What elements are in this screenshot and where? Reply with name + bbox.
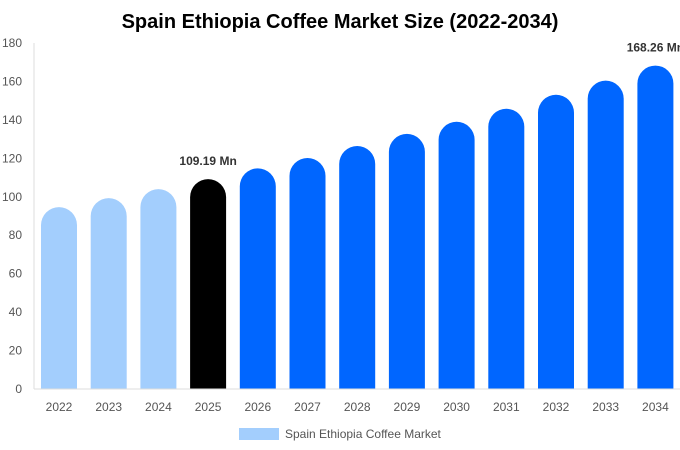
- x-tick-label: 2030: [443, 400, 470, 414]
- bar-2023: [90, 198, 127, 389]
- y-tick-label: 20: [9, 344, 23, 358]
- bar-2026: [239, 168, 276, 389]
- bar-2030: [438, 121, 475, 390]
- y-tick-label: 180: [2, 36, 22, 50]
- bar-2025: [190, 179, 227, 389]
- data-label: 109.19 Mn: [179, 154, 236, 168]
- y-tick-label: 160: [2, 74, 22, 88]
- data-labels: 109.19 Mn 168.26 Mn: [179, 41, 680, 169]
- y-tick-label: 100: [2, 190, 22, 204]
- bar-2031: [488, 108, 525, 390]
- x-tick-label: 2033: [592, 400, 619, 414]
- x-tick-label: 2031: [493, 400, 520, 414]
- y-tick-label: 140: [2, 113, 22, 127]
- x-axis: 2022 2023 2024 2025 2026 2027 2028 2029 2030 2031…: [34, 388, 680, 414]
- chart-title: Spain Ethiopia Coffee Market Size (2022-…: [122, 11, 559, 33]
- y-tick-label: 120: [2, 151, 22, 165]
- data-label: 168.26 Mn: [627, 41, 680, 55]
- x-tick-label: 2034: [642, 400, 669, 414]
- x-tick-label: 2029: [394, 400, 421, 414]
- legend-swatch: [239, 428, 279, 440]
- y-tick-label: 60: [9, 267, 23, 281]
- x-tick-label: 2027: [294, 400, 321, 414]
- x-tick-label: 2025: [195, 400, 222, 414]
- legend-label: Spain Ethiopia Coffee Market: [285, 427, 442, 441]
- x-tick-label: 2024: [145, 400, 172, 414]
- x-tick-label: 2023: [95, 400, 122, 414]
- y-tick-label: 40: [9, 305, 23, 319]
- x-tick-label: 2028: [344, 400, 371, 414]
- bar-2024: [140, 189, 177, 389]
- bar-2022: [41, 207, 77, 389]
- bars: [41, 65, 674, 390]
- y-tick-label: 80: [9, 228, 23, 242]
- legend[interactable]: Spain Ethiopia Coffee Market: [239, 427, 442, 441]
- x-tick-label: 2026: [244, 400, 271, 414]
- bar-2027: [289, 157, 326, 389]
- x-tick-label: 2022: [46, 400, 73, 414]
- y-axis: 0 20 40 60 80 100 120 140 160 180: [2, 36, 35, 396]
- bar-2028: [339, 146, 376, 389]
- bar-2034: [637, 65, 674, 389]
- bar-2032: [538, 94, 574, 390]
- x-tick-label: 2032: [543, 400, 570, 414]
- y-tick-label: 0: [15, 382, 22, 396]
- bar-2029: [388, 133, 425, 389]
- bar-2033: [587, 80, 624, 390]
